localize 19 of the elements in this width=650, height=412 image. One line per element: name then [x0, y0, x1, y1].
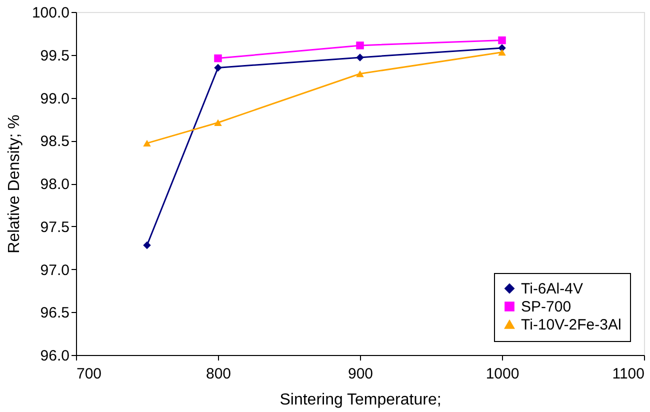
- x-axis-title: Sintering Temperature;: [280, 392, 442, 408]
- x-tick-label: 800: [206, 366, 232, 382]
- legend-label: Ti-10V-2Fe-3Al: [521, 316, 622, 334]
- legend-label: SP-700: [521, 298, 572, 316]
- x-tick-label: 1100: [612, 366, 644, 382]
- y-tick-label: 96.5: [40, 304, 70, 322]
- y-tick-label: 99.0: [40, 90, 70, 108]
- y-tick-label: 100.0: [32, 4, 70, 22]
- y-tick-label: 96.0: [40, 348, 70, 364]
- legend-label: Ti-6Al-4V: [521, 280, 583, 298]
- y-tick-label: 98.5: [40, 133, 70, 150]
- y-tick-label: 97.5: [40, 218, 70, 236]
- x-tick-label: 900: [348, 366, 374, 382]
- y-axis-title: Relative Density; %: [6, 114, 23, 254]
- y-tick-label: 98.0: [40, 176, 70, 193]
- x-tick-label: 1000: [486, 366, 520, 382]
- x-tick-label: 700: [76, 366, 102, 382]
- y-tick-label: 99.5: [40, 47, 70, 64]
- y-tick-label: 97.0: [40, 262, 70, 279]
